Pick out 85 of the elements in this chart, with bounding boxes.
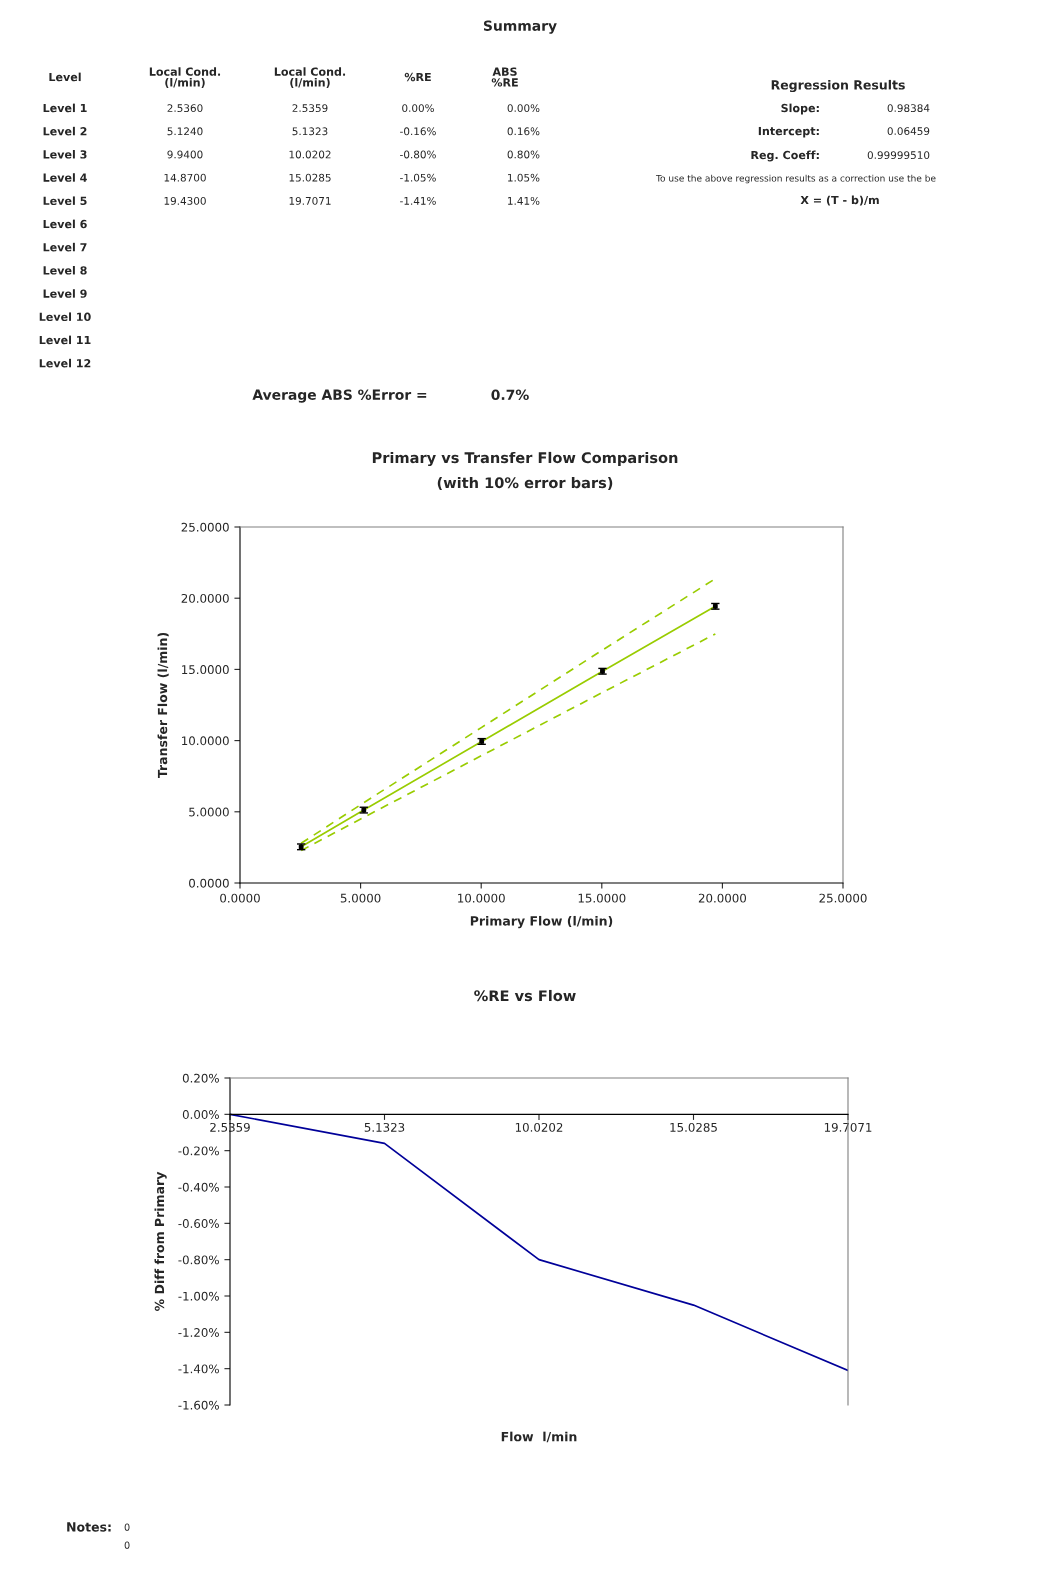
text: ABS %RE [491,67,518,87]
y-tick-label: 15.0000 [182,665,229,675]
text: Level 1 [43,103,87,113]
y-tick-label: -1.00% [178,1291,219,1301]
text: Slope: [781,103,819,115]
x-tick-label: 0.0000 [220,893,260,903]
text: %RE [404,72,431,82]
text: 0.98384 [887,104,930,113]
text: 0.7% [491,389,529,401]
y-tick-label: -0.40% [178,1182,219,1192]
text: Reg. Coeff: [751,150,819,162]
y-tick-label: 0.0000 [189,878,229,888]
text: -0.80% [400,150,436,159]
text: Level [49,72,81,82]
text: 19.4300 [164,196,206,205]
y-tick-label: 20.0000 [181,593,229,603]
text: Local Cond. (l/min) [274,67,346,88]
x-tick-label: 10.0000 [458,893,505,903]
text: 0.80% [507,150,540,159]
text: 9.9400 [167,150,203,159]
text: X = (T - b)/m [800,195,879,206]
text: Intercept: [758,126,819,138]
text: Average ABS %Error = [252,389,427,403]
chart-title: Primary vs Transfer Flow Comparison [372,451,678,467]
y-axis-title: % Diff from Primary [154,1171,167,1311]
y-tick-label: -0.60% [178,1219,219,1228]
text: 2.5360 [167,104,203,113]
text: 0.00% [507,104,540,113]
x-tick-label: 15.0000 [578,893,626,903]
text: 0 [124,1523,130,1531]
y-tick-label: 0.00% [182,1110,219,1119]
text: 0.06459 [887,127,930,136]
text: Level 6 [43,219,87,229]
text: 5.1323 [292,127,328,136]
text: -1.41% [400,196,436,205]
text: Level 5 [43,196,87,206]
y-tick-label: -1.40% [178,1364,219,1374]
x-tick-label: 25.0000 [819,893,867,903]
x-tick-label: 10.0202 [515,1122,563,1132]
text: -0.16% [400,127,436,136]
text: 0.00% [402,104,434,113]
text: 5.1240 [167,127,203,136]
text: 19.7071 [289,196,331,205]
y-axis-title: Transfer Flow (l/min) [157,632,169,779]
y-tick-label: 25.0000 [181,522,229,532]
text: -1.05% [400,173,436,182]
text: 10.0202 [289,150,331,159]
text: 2.5359 [292,104,328,113]
text: 15.0285 [289,173,331,182]
y-tick-label: -1.20% [178,1328,219,1337]
x-axis-title: Primary Flow (l/min) [470,915,613,929]
text: 1.41% [508,196,540,205]
x-tick-label: 20.0000 [698,893,747,903]
text: 0 [124,1541,130,1549]
text: Level 2 [43,126,87,136]
text: Level 4 [43,173,87,182]
text: 1.05% [508,173,540,182]
text: Level 12 [39,358,91,368]
text: Level 11 [39,335,91,345]
text: Regression Results [771,79,905,93]
y-tick-label: 5.0000 [189,807,229,817]
text: Level 8 [43,266,87,275]
y-tick-label: -0.20% [178,1146,219,1156]
chart-title: %RE vs Flow [474,989,576,1002]
x-tick-label: 5.1323 [364,1122,405,1132]
x-axis-title: Flow l/min [501,1431,577,1443]
text: Summary [483,20,557,34]
text: Level 3 [43,150,87,159]
x-tick-label: 15.0285 [670,1122,717,1132]
text: 14.8700 [164,173,206,182]
x-tick-label: 5.0000 [340,893,381,903]
text: 0.16% [507,127,540,136]
y-tick-label: 10.0000 [182,736,229,746]
y-tick-label: 0.20% [182,1073,219,1083]
chart-subtitle: (with 10% error bars) [437,476,613,490]
text: Level 9 [43,289,87,298]
text: Notes: [67,1522,111,1532]
text: Level 7 [43,242,87,252]
y-tick-label: -1.60% [178,1400,219,1410]
text: To use the above regression results as a correction use the be [655,174,936,184]
text: 0.99999510 [867,151,930,160]
text: Local Cond. (l/min) [149,67,221,88]
x-tick-label: 19.7071 [824,1122,872,1132]
text: Level 10 [39,312,91,322]
y-tick-label: -0.80% [178,1255,219,1265]
